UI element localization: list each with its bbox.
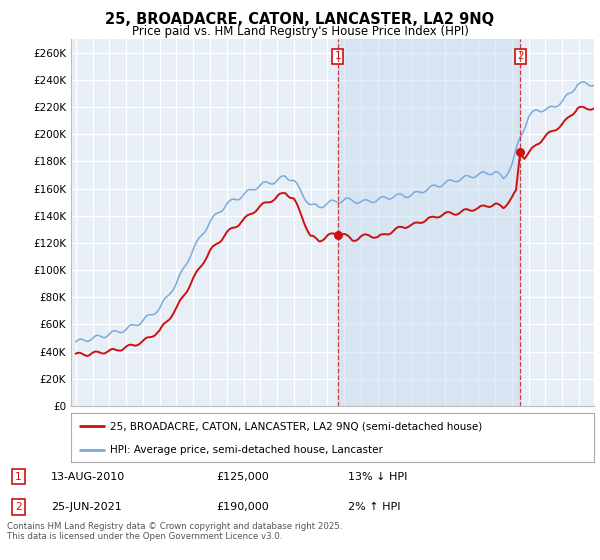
Text: £190,000: £190,000 — [216, 502, 269, 512]
Text: 2% ↑ HPI: 2% ↑ HPI — [348, 502, 401, 512]
Point — [333, 231, 343, 240]
Text: 2: 2 — [517, 52, 524, 62]
Text: 25, BROADACRE, CATON, LANCASTER, LA2 9NQ: 25, BROADACRE, CATON, LANCASTER, LA2 9NQ — [106, 12, 494, 27]
Text: 13-AUG-2010: 13-AUG-2010 — [51, 472, 125, 482]
Text: Contains HM Land Registry data © Crown copyright and database right 2025.
This d: Contains HM Land Registry data © Crown c… — [7, 522, 343, 542]
Text: HPI: Average price, semi-detached house, Lancaster: HPI: Average price, semi-detached house,… — [110, 445, 383, 455]
Text: 25, BROADACRE, CATON, LANCASTER, LA2 9NQ (semi-detached house): 25, BROADACRE, CATON, LANCASTER, LA2 9NQ… — [110, 421, 482, 431]
Text: 1: 1 — [15, 472, 22, 482]
Text: 13% ↓ HPI: 13% ↓ HPI — [348, 472, 407, 482]
Point — [515, 147, 525, 156]
Text: 25-JUN-2021: 25-JUN-2021 — [51, 502, 122, 512]
Text: £125,000: £125,000 — [216, 472, 269, 482]
Bar — [338, 39, 520, 406]
Text: Price paid vs. HM Land Registry's House Price Index (HPI): Price paid vs. HM Land Registry's House … — [131, 25, 469, 38]
Text: 2: 2 — [15, 502, 22, 512]
Text: 1: 1 — [335, 52, 341, 62]
